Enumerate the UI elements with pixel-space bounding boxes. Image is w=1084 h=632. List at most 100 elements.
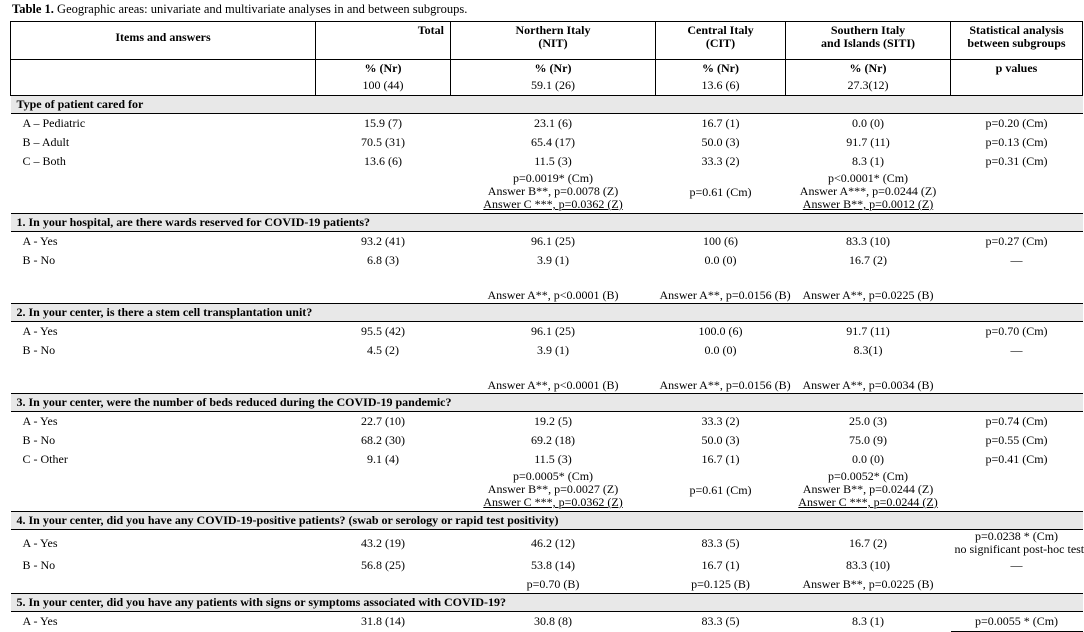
header-items: Items and answers xyxy=(10,21,316,60)
posthoc-row: p=0.0019* (Cm) Answer B**, p=0.0078 (Z) An… xyxy=(11,171,1083,214)
section-title: 3. In your center, were the number of be… xyxy=(10,393,1083,412)
section-title: 4. In your center, did you have any COVI… xyxy=(10,511,1083,530)
section-header: Type of patient cared for xyxy=(10,95,1083,114)
cell-total: 15.9 (7) xyxy=(364,116,402,130)
cell-nit: 96.1 (25) xyxy=(531,234,575,248)
cell-nit: 96.1 (25) xyxy=(531,324,575,338)
table-row: A - Yes 93.2 (41) 96.1 (25) 100 (6) 83.3… xyxy=(11,232,1083,252)
note-siti: Answer B**, p=0.0225 (B) xyxy=(802,576,934,591)
note-siti: Answer A**, p=0.0034 (B) xyxy=(802,378,934,392)
cell-total: 70.5 (31) xyxy=(361,135,405,149)
cell-nit: 23.1 (6) xyxy=(534,116,572,130)
cell-total: 4.5 (2) xyxy=(367,343,399,357)
cell-total: 95.5 (42) xyxy=(361,324,405,338)
cell-siti: 0.0 (0) xyxy=(852,116,884,130)
header-row: Items and answers Total Northern Italy (N… xyxy=(10,21,1083,60)
posthoc-row: p=0.70 (B) p=0.125 (B) Answer B**, p=0.0… xyxy=(11,575,1083,594)
header-siti: Southern Italy and Islands (SITI) xyxy=(785,21,951,60)
count-nit: 59.1 (26) xyxy=(450,78,656,96)
cell-stat: p=0.13 (Cm) xyxy=(985,135,1048,149)
cell-nit: 30.8 (8) xyxy=(534,614,572,628)
table-row: A - Yes 95.5 (42) 96.1 (25) 100.0 (6) 91… xyxy=(11,322,1083,342)
cell-cit: 16.7 (1) xyxy=(701,116,740,130)
cell-siti: 8.3 (1) xyxy=(852,614,884,628)
note-cit: p=0.61 (Cm) xyxy=(689,185,752,199)
cell-siti: 0.0 (0) xyxy=(852,452,884,466)
posthoc-row: Answer A**, p<0.0001 (B) Answer A**, p=0… xyxy=(11,270,1083,304)
cell-stat: p=0.70 (Cm) xyxy=(985,324,1048,338)
cell-siti: 25.0 (3) xyxy=(849,414,887,428)
cell-cit: 100 (6) xyxy=(703,234,738,248)
caption-text: Geographic areas: univariate and multiva… xyxy=(57,2,468,16)
cell-total: 56.8 (25) xyxy=(361,558,405,572)
cell-siti: 8.3 (1) xyxy=(852,154,884,168)
section-header: 3. In your center, were the number of be… xyxy=(10,393,1083,412)
units-siti: % (Nr) xyxy=(785,59,951,78)
note-siti: Answer A**, p=0.0225 (B) xyxy=(802,288,934,302)
table-row: A – Pediatric 15.9 (7) 23.1 (6) 16.7 (1)… xyxy=(11,114,1083,134)
cell-stat: p=0.0238 * (Cm) no significant post-hoc t… xyxy=(954,529,1084,556)
note-cit: p=0.61 (Cm) xyxy=(689,483,752,497)
note-cit: p=0.125 (B) xyxy=(691,576,750,591)
section-header: 1. In your hospital, are there wards res… xyxy=(10,213,1083,232)
answer-label: A – Pediatric xyxy=(22,116,86,130)
cell-siti: 83.3 (10) xyxy=(846,558,890,572)
section-title: Type of patient cared for xyxy=(10,95,1083,114)
cell-siti: 91.7 (11) xyxy=(846,324,890,338)
cell-cit: 83.3 (5) xyxy=(701,614,740,628)
answer-label: A - Yes xyxy=(22,614,58,628)
note-siti: p=0.0052* (Cm) Answer B**, p=0.0244 (Z) An… xyxy=(798,469,938,509)
cell-siti: 8.3(1) xyxy=(853,343,883,357)
answer-label: B - No xyxy=(22,253,56,267)
table-row: C – Both 13.6 (6) 11.5 (3) 33.3 (2) 8.3 … xyxy=(11,152,1083,171)
section-header: 4. In your center, did you have any COVI… xyxy=(10,511,1083,530)
header-cit: Central Italy (CIT) xyxy=(655,21,786,60)
cell-nit: 11.5 (3) xyxy=(534,452,572,466)
table-row: C - Other 9.1 (4) 11.5 (3) 16.7 (1) 0.0 … xyxy=(11,450,1083,469)
answer-label: C – Both xyxy=(22,154,66,168)
counts-row: 100 (44) 59.1 (26) 13.6 (6) 27.3(12) xyxy=(10,78,1083,96)
cell-nit: 11.5 (3) xyxy=(534,154,572,168)
cell-total: 93.2 (41) xyxy=(361,234,405,248)
note-cit: Answer A**, p=0.0156 (B) xyxy=(659,378,791,392)
units-total: % (Nr) xyxy=(315,59,451,78)
cell-cit: 50.0 (3) xyxy=(701,135,740,149)
cell-stat: p=0.74 (Cm) xyxy=(985,414,1048,428)
answer-label: B - No xyxy=(22,433,56,447)
cell-total: 31.8 (14) xyxy=(361,614,405,628)
note-nit: p=0.0019* (Cm) Answer B**, p=0.0078 (Z) An… xyxy=(483,171,623,211)
cell-nit: 46.2 (12) xyxy=(531,535,575,550)
cell-total: 13.6 (6) xyxy=(364,154,402,168)
results-table: Items and answers Total Northern Italy (N… xyxy=(10,21,1084,632)
section-title: 1. In your hospital, are there wards res… xyxy=(10,213,1083,232)
header-nit: Northern Italy (NIT) xyxy=(450,21,656,60)
section-header: 2. In your center, is there a stem cell … xyxy=(10,303,1083,322)
note-nit: Answer A**, p<0.0001 (B) xyxy=(487,378,619,392)
cell-stat: p=0.0055 * (Cm) xyxy=(950,611,1083,632)
posthoc-row: Answer A**, p<0.0001 (B) Answer A**, p=0… xyxy=(11,360,1083,394)
cell-cit: 16.7 (1) xyxy=(701,452,740,466)
cell-stat: — xyxy=(1010,343,1023,357)
table-row: B - No 4.5 (2) 3.9 (1) 0.0 (0) 8.3(1) — xyxy=(11,341,1083,360)
units-stat: p values xyxy=(950,59,1083,78)
cell-siti: 75.0 (9) xyxy=(849,433,887,447)
note-nit: p=0.0005* (Cm) Answer B**, p=0.0027 (Z) An… xyxy=(483,469,623,509)
cell-cit: 16.7 (1) xyxy=(701,558,740,572)
answer-label: A - Yes xyxy=(22,535,58,550)
units-cit: % (Nr) xyxy=(655,59,786,78)
cell-nit: 65.4 (17) xyxy=(531,135,575,149)
note-nit: p=0.70 (B) xyxy=(526,576,580,591)
note-siti: p<0.0001* (Cm) Answer A***, p=0.0244 (Z) A… xyxy=(799,171,937,211)
cell-cit: 100.0 (6) xyxy=(698,324,743,338)
header-stat: Statistical analysis between subgroups xyxy=(950,21,1083,60)
note-cit: Answer A**, p=0.0156 (B) xyxy=(659,288,791,302)
cell-cit: 0.0 (0) xyxy=(704,253,737,267)
cell-total: 9.1 (4) xyxy=(367,452,399,466)
cell-nit: 3.9 (1) xyxy=(537,253,569,267)
cell-stat: p=0.20 (Cm) xyxy=(985,116,1048,130)
cell-cit: 83.3 (5) xyxy=(701,535,740,550)
table-row: A - Yes 43.2 (19) 46.2 (12) 83.3 (5) 16.… xyxy=(11,529,1084,557)
cell-cit: 50.0 (3) xyxy=(701,433,740,447)
header-total: Total xyxy=(315,21,451,60)
cell-siti: 91.7 (11) xyxy=(846,135,890,149)
